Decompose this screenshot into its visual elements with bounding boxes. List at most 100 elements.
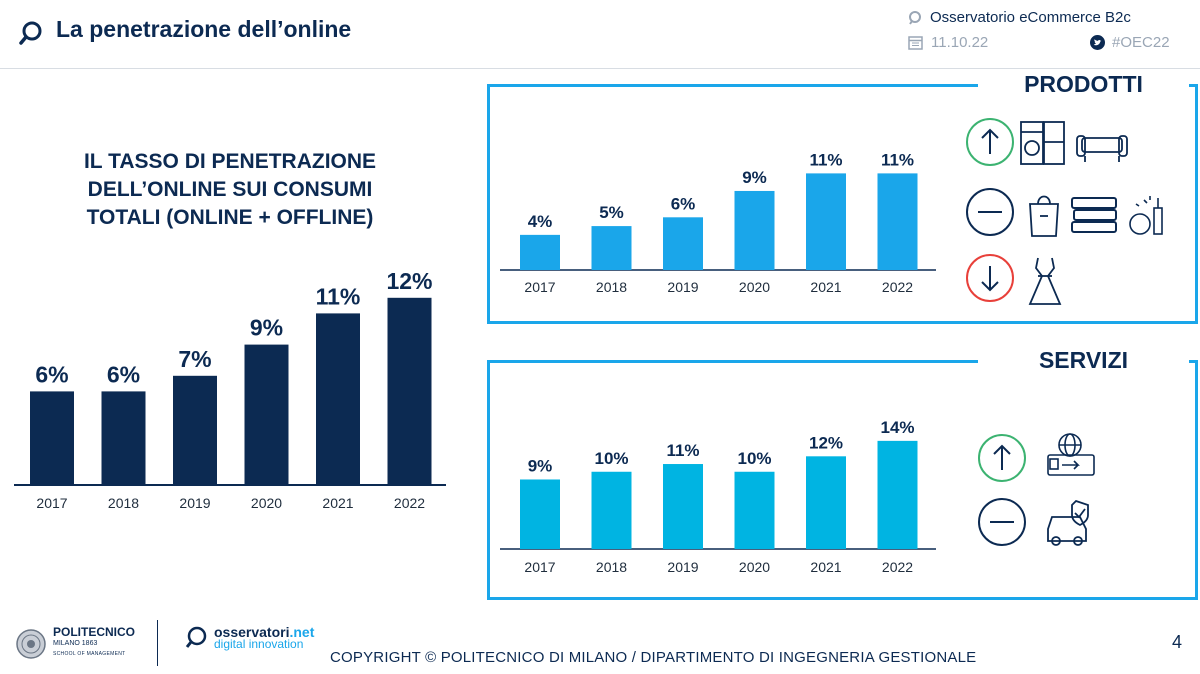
servizi-tick-label-2019: 2019 — [667, 559, 698, 575]
prodotti-icons — [966, 118, 1163, 305]
servizi-bar-2019 — [663, 464, 703, 549]
prodotti-bar-2022 — [877, 173, 918, 270]
left-chart-heading: IL TASSO DI PENETRAZIONE DELL’ONLINE SUI… — [30, 148, 430, 232]
prodotti-tick-label-2017: 2017 — [524, 279, 555, 295]
servizi-bar-2020 — [734, 471, 775, 549]
total-value-label-2020: 9% — [250, 315, 283, 341]
prodotti-bar-2020 — [734, 190, 775, 270]
search-icon — [19, 21, 42, 45]
politecnico-logo: POLITECNICO MILANO 1863 SCHOOL OF MANAGE… — [16, 625, 136, 660]
travel-icon — [1047, 433, 1095, 476]
total-value-label-2019: 7% — [178, 346, 211, 372]
total-value-label-2022: 12% — [386, 268, 432, 294]
servizi-value-label-2017: 9% — [528, 456, 553, 475]
date-text: 11.10.22 — [931, 34, 989, 51]
prodotti-value-label-2017: 4% — [528, 212, 553, 231]
servizi-bar-2021 — [806, 456, 846, 549]
date-label: 11.10.22 — [908, 34, 988, 51]
heading-line-3: TOTALI (ONLINE + OFFLINE) — [86, 206, 374, 229]
oss-sub: digital innovation — [214, 637, 304, 651]
osservatori-icon — [185, 626, 207, 648]
servizi-bar-2022 — [877, 440, 918, 549]
servizi-panel — [487, 360, 1198, 600]
sofa-icon — [1076, 135, 1128, 162]
total-tick-label-2017: 2017 — [36, 495, 67, 511]
arrow-down-icon — [966, 254, 1014, 302]
heading-line-1: IL TASSO DI PENETRAZIONE — [83, 150, 377, 173]
copyright-text: COPYRIGHT © POLITECNICO DI MILANO / DIPA… — [330, 649, 977, 666]
osservatori-logo: osservatori.net digital innovation — [184, 624, 315, 651]
total-tick-label-2019: 2019 — [179, 495, 210, 511]
total-bar-2017 — [30, 391, 74, 485]
servizi-title: SERVIZI — [978, 347, 1189, 374]
total-tick-label-2021: 2021 — [322, 495, 353, 511]
calendar-icon — [908, 36, 923, 50]
total-bar-2018 — [101, 391, 146, 485]
oss-name: osservatori — [214, 624, 290, 640]
prodotti-tick-label-2018: 2018 — [596, 279, 627, 295]
poli-sub: MILANO 1863 — [53, 640, 98, 647]
servizi-tick-label-2020: 2020 — [739, 559, 770, 575]
heading-line-2: DELL’ONLINE SUI CONSUMI — [87, 178, 373, 201]
total-value-label-2018: 6% — [107, 361, 140, 387]
poli-name: POLITECNICO — [53, 625, 136, 639]
prodotti-title: PRODOTTI — [978, 71, 1189, 98]
prodotti-tick-label-2020: 2020 — [739, 279, 770, 295]
books-icon — [1071, 197, 1117, 233]
dress-icon — [1028, 257, 1062, 305]
total-value-label-2021: 11% — [316, 283, 361, 309]
servizi-value-label-2019: 11% — [666, 441, 699, 460]
politecnico-seal-icon — [16, 628, 46, 659]
servizi-bar-2017 — [520, 479, 560, 549]
page-number: 4 — [1172, 632, 1183, 652]
logo-divider — [157, 620, 158, 666]
prodotti-bar-2017 — [520, 234, 560, 270]
total-penetration-chart: 6% 2017 6% 2018 7% 2019 9% 2020 11% 2021 12% 2022 — [14, 268, 446, 511]
servizi-value-label-2020: 10% — [737, 449, 771, 468]
prodotti-value-label-2021: 11% — [809, 150, 842, 169]
car-insurance-icon — [1047, 499, 1089, 546]
arrow-up-icon — [966, 118, 1014, 166]
total-bar-2022 — [387, 297, 432, 485]
arrow-up-icon — [978, 434, 1026, 482]
observatory-label: Osservatorio eCommerce B2c — [908, 9, 1131, 26]
hashtag-text: #OEC22 — [1112, 34, 1170, 51]
prodotti-tick-label-2019: 2019 — [667, 279, 698, 295]
observatory-icon — [909, 10, 921, 25]
prodotti-value-label-2019: 6% — [671, 194, 696, 213]
prodotti-value-label-2020: 9% — [742, 168, 767, 187]
oss-net: .net — [289, 624, 315, 640]
servizi-tick-label-2022: 2022 — [882, 559, 913, 575]
minus-icon — [978, 498, 1026, 546]
observatory-name: Osservatorio eCommerce B2c — [930, 9, 1131, 26]
servizi-tick-label-2018: 2018 — [596, 559, 627, 575]
prodotti-bar-2019 — [663, 217, 703, 270]
total-tick-label-2018: 2018 — [108, 495, 139, 511]
page-title: La penetrazione dell’online — [56, 16, 352, 42]
grocery-bag-icon — [1029, 195, 1059, 237]
prodotti-tick-label-2022: 2022 — [882, 279, 913, 295]
servizi-value-label-2021: 12% — [809, 433, 843, 452]
prodotti-bar-2018 — [591, 226, 632, 270]
total-bar-2019 — [173, 375, 217, 485]
twitter-icon — [1090, 35, 1105, 50]
hashtag-label[interactable]: #OEC22 — [1090, 34, 1170, 51]
servizi-tick-label-2017: 2017 — [524, 559, 555, 575]
prodotti-bar-2021 — [806, 173, 846, 270]
servizi-value-label-2022: 14% — [880, 418, 914, 437]
prodotti-panel — [487, 84, 1198, 324]
total-tick-label-2020: 2020 — [251, 495, 282, 511]
total-bar-2020 — [244, 344, 289, 485]
washing-machine-icon — [1020, 121, 1065, 165]
prodotti-tick-label-2021: 2021 — [810, 279, 841, 295]
servizi-icons — [978, 433, 1095, 546]
servizi-bar-2018 — [591, 471, 632, 549]
prodotti-chart: 4% 2017 5% 2018 6% 2019 9% 2020 11% 2021 11% 2022 — [500, 150, 936, 295]
servizi-value-label-2018: 10% — [594, 449, 628, 468]
total-bar-2021 — [316, 313, 360, 485]
servizi-chart: 9% 2017 10% 2018 11% 2019 10% 2020 12% 2021 14% 202… — [500, 418, 936, 575]
cosmetics-icon — [1129, 196, 1163, 235]
servizi-tick-label-2021: 2021 — [810, 559, 841, 575]
poli-school: SCHOOL OF MANAGEMENT — [53, 651, 126, 657]
total-tick-label-2022: 2022 — [394, 495, 425, 511]
